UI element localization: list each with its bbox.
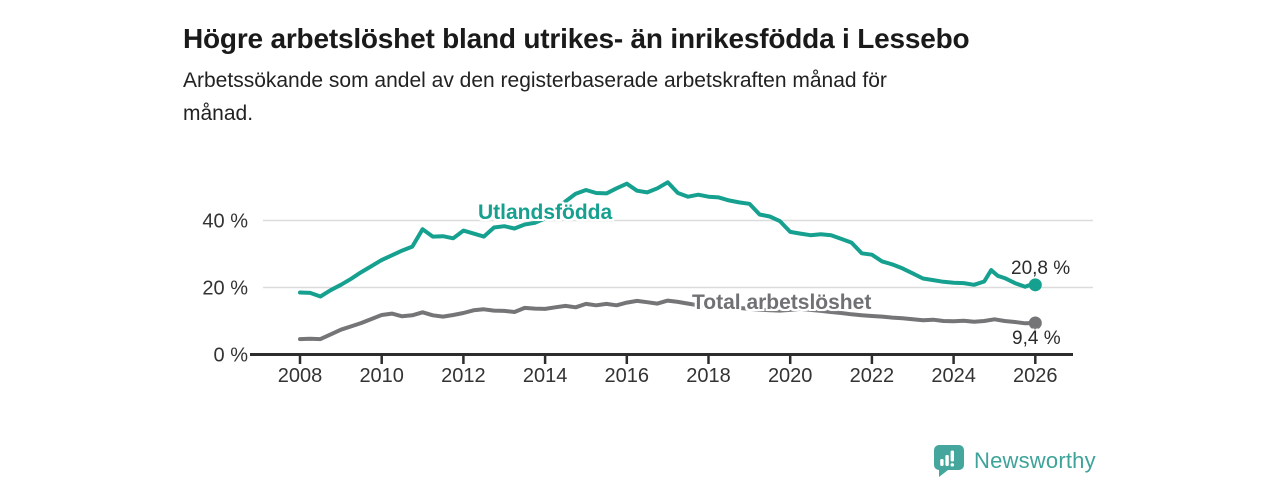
series-line-utlandsfodda [298, 180, 1038, 299]
series-label-total-arbetsloshet: Total arbetslöshet [692, 291, 872, 314]
y-tick-label-20: 20 % [202, 278, 248, 300]
newsworthy-logo-icon [934, 445, 964, 477]
y-tick-label-0: 0 % [214, 345, 249, 367]
x-tick-label-2022: 2022 [850, 365, 895, 387]
series-line-total-arbetsloshet [298, 298, 1038, 342]
newsworthy-branding: Newsworthy [932, 444, 1096, 478]
speech-bubble-shape [934, 445, 964, 477]
series-label-utlandsfodda: Utlandsfödda [478, 201, 613, 224]
x-tick-label-2024: 2024 [931, 365, 976, 387]
x-tick-label-2014: 2014 [523, 365, 568, 387]
x-tick-label-2010: 2010 [359, 365, 404, 387]
exclamation-stem [950, 450, 954, 462]
x-tick-label-2018: 2018 [686, 365, 731, 387]
series-end-dot-utlandsfodda [1028, 278, 1042, 292]
bar-tall [945, 455, 949, 466]
newsworthy-wordmark: Newsworthy [974, 448, 1096, 473]
x-tick-label-2012: 2012 [441, 365, 486, 387]
x-tick-label-2020: 2020 [768, 365, 813, 387]
bar-short [940, 459, 944, 466]
chart-title: Högre arbetslöshet bland utrikes- än inr… [183, 22, 970, 54]
chart-subtitle-line2: månad. [183, 102, 254, 125]
y-tick-label-40: 40 % [202, 211, 248, 233]
end-value-label-total: 9,4 % [1012, 328, 1061, 349]
chart-subtitle-line1: Arbetssökande som andel av den registerb… [183, 69, 887, 92]
x-tick-label-2016: 2016 [605, 365, 650, 387]
x-tick-label-2008: 2008 [278, 365, 323, 387]
end-value-label-utlandsfodda: 20,8 % [1011, 258, 1071, 279]
exclamation-dot [950, 463, 954, 467]
chart-subtitle: Arbetssökande som andel av den registerb… [183, 64, 1083, 130]
series-end-dot-total-arbetsloshet [1028, 316, 1042, 330]
x-tick-label-2026: 2026 [1013, 365, 1058, 387]
